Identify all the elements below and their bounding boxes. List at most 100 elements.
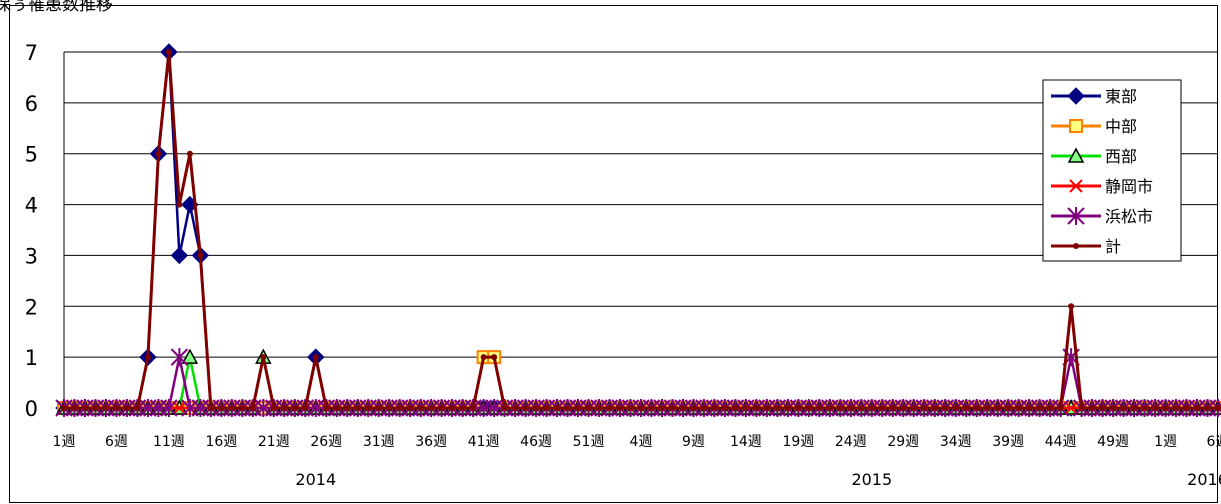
- dot-marker: [805, 405, 812, 411]
- dot-marker: [522, 405, 529, 411]
- dot-marker: [1173, 405, 1180, 411]
- y-tick-label: 1: [25, 346, 38, 370]
- dot-marker: [344, 405, 351, 411]
- dot-marker: [921, 405, 928, 411]
- dot-marker: [889, 405, 896, 411]
- triangle-marker: [181, 348, 199, 364]
- dot-marker: [239, 405, 246, 411]
- dot-marker: [774, 405, 781, 411]
- x-marker: [1064, 401, 1078, 415]
- dot-marker: [386, 405, 393, 411]
- dot-marker: [218, 405, 225, 411]
- dot-marker: [92, 405, 99, 411]
- y-tick-label: 3: [25, 244, 38, 268]
- x-tick-label: 29週: [887, 434, 919, 450]
- legend-label: 静岡市: [1105, 177, 1153, 196]
- dot-marker: [61, 405, 67, 411]
- chart-title: 保ぅ罹患数推移: [0, 0, 113, 15]
- legend-item: 浜松市: [1051, 207, 1153, 226]
- dot-marker: [1047, 405, 1054, 411]
- dot-marker: [627, 405, 634, 411]
- year-label: 2014: [295, 470, 336, 489]
- dot-marker: [1131, 405, 1138, 411]
- dot-marker: [533, 405, 540, 411]
- chart-border: [9, 5, 1218, 503]
- diamond-marker: [1067, 87, 1085, 105]
- dot-marker: [123, 405, 130, 411]
- dot-marker: [375, 405, 382, 411]
- dot-marker: [858, 405, 865, 411]
- x-tick-label: 14週: [730, 434, 762, 450]
- dot-marker: [575, 405, 582, 411]
- dot-marker: [1005, 405, 1012, 411]
- dot-marker: [554, 405, 561, 411]
- star-marker: [1067, 207, 1085, 225]
- dot-marker: [312, 354, 319, 361]
- dot-marker: [459, 405, 466, 411]
- x-tick-label: 19週: [782, 434, 814, 450]
- y-tick-label: 0: [25, 397, 38, 421]
- dot-marker: [994, 405, 1001, 411]
- legend-item: 西部: [1051, 147, 1137, 166]
- dot-marker: [690, 405, 697, 411]
- dot-marker: [879, 405, 886, 411]
- dot-marker: [963, 405, 970, 411]
- dot-marker: [721, 405, 728, 411]
- dot-marker: [617, 405, 624, 411]
- dot-marker: [942, 405, 949, 411]
- x-tick-label: 4週: [630, 434, 653, 450]
- star-marker: [160, 399, 178, 417]
- legend-item: 中部: [1051, 117, 1137, 136]
- legend-label: 計: [1105, 237, 1121, 256]
- dot-marker: [1194, 405, 1201, 411]
- legend-label: 中部: [1105, 117, 1137, 136]
- y-tick-label: 4: [25, 194, 38, 218]
- dot-marker: [1204, 405, 1211, 411]
- dot-marker: [711, 405, 718, 411]
- x-tick-label: 46週: [520, 434, 552, 450]
- dot-marker: [1152, 405, 1159, 411]
- dot-marker: [1068, 303, 1075, 310]
- x-tick-label: 31週: [363, 434, 395, 450]
- x-marker: [1069, 179, 1083, 193]
- dot-marker: [816, 405, 823, 411]
- dot-marker: [1036, 405, 1043, 411]
- diamond-marker: [170, 246, 189, 265]
- x-tick-label: 34週: [940, 434, 972, 450]
- dot-marker: [1099, 405, 1106, 411]
- dot-marker: [952, 405, 959, 411]
- dot-marker: [658, 405, 665, 411]
- legend-label: 東部: [1105, 87, 1137, 106]
- y-tick-label: 5: [25, 143, 38, 167]
- x-tick-label: 1週: [1154, 434, 1177, 450]
- x-tick-label: 36週: [415, 434, 447, 450]
- dot-marker: [144, 354, 151, 361]
- legend-label: 西部: [1105, 147, 1137, 166]
- x-tick-label: 49週: [1097, 434, 1129, 450]
- dot-marker: [291, 405, 298, 411]
- dot-marker: [1073, 243, 1079, 249]
- dot-marker: [323, 405, 330, 411]
- x-tick-label: 11週: [153, 434, 185, 450]
- x-tick-label: 39週: [992, 434, 1024, 450]
- dot-marker: [102, 405, 109, 411]
- x-tick-label: 26週: [310, 434, 342, 450]
- dot-marker: [837, 405, 844, 411]
- x-tick-label: 44週: [1045, 434, 1077, 450]
- dot-marker: [910, 405, 917, 411]
- dot-marker: [512, 405, 519, 411]
- dot-marker: [491, 354, 498, 361]
- x-tick-label: 16週: [205, 434, 237, 450]
- dot-marker: [763, 405, 770, 411]
- dot-marker: [113, 405, 120, 411]
- x-marker: [172, 401, 187, 415]
- dot-marker: [71, 405, 78, 411]
- dot-marker: [543, 405, 550, 411]
- dot-marker: [732, 405, 739, 411]
- dot-marker: [281, 405, 288, 411]
- year-label: 2016: [1187, 470, 1221, 489]
- dot-marker: [407, 405, 414, 411]
